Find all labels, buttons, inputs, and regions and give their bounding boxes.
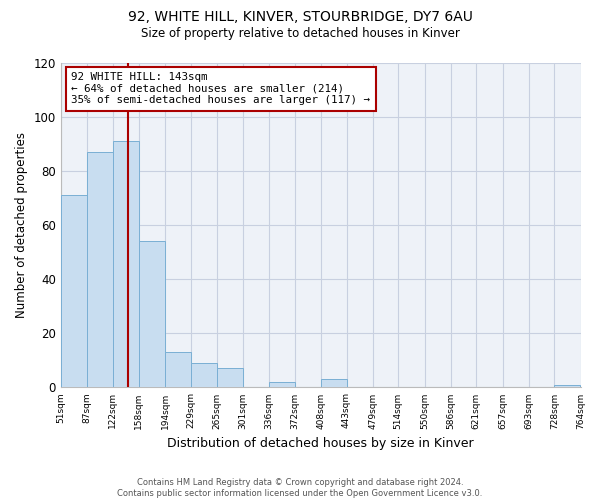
Bar — [87, 152, 113, 388]
Bar — [321, 380, 347, 388]
Bar — [554, 384, 580, 388]
Text: Size of property relative to detached houses in Kinver: Size of property relative to detached ho… — [140, 28, 460, 40]
Y-axis label: Number of detached properties: Number of detached properties — [15, 132, 28, 318]
Text: 92 WHITE HILL: 143sqm
← 64% of detached houses are smaller (214)
35% of semi-det: 92 WHITE HILL: 143sqm ← 64% of detached … — [71, 72, 370, 106]
Bar — [217, 368, 243, 388]
Bar — [61, 195, 87, 388]
Bar — [191, 363, 217, 388]
Text: Contains HM Land Registry data © Crown copyright and database right 2024.
Contai: Contains HM Land Registry data © Crown c… — [118, 478, 482, 498]
Bar — [165, 352, 191, 388]
Bar — [269, 382, 295, 388]
Bar — [139, 241, 165, 388]
Bar — [113, 141, 139, 388]
Text: 92, WHITE HILL, KINVER, STOURBRIDGE, DY7 6AU: 92, WHITE HILL, KINVER, STOURBRIDGE, DY7… — [128, 10, 472, 24]
X-axis label: Distribution of detached houses by size in Kinver: Distribution of detached houses by size … — [167, 437, 474, 450]
